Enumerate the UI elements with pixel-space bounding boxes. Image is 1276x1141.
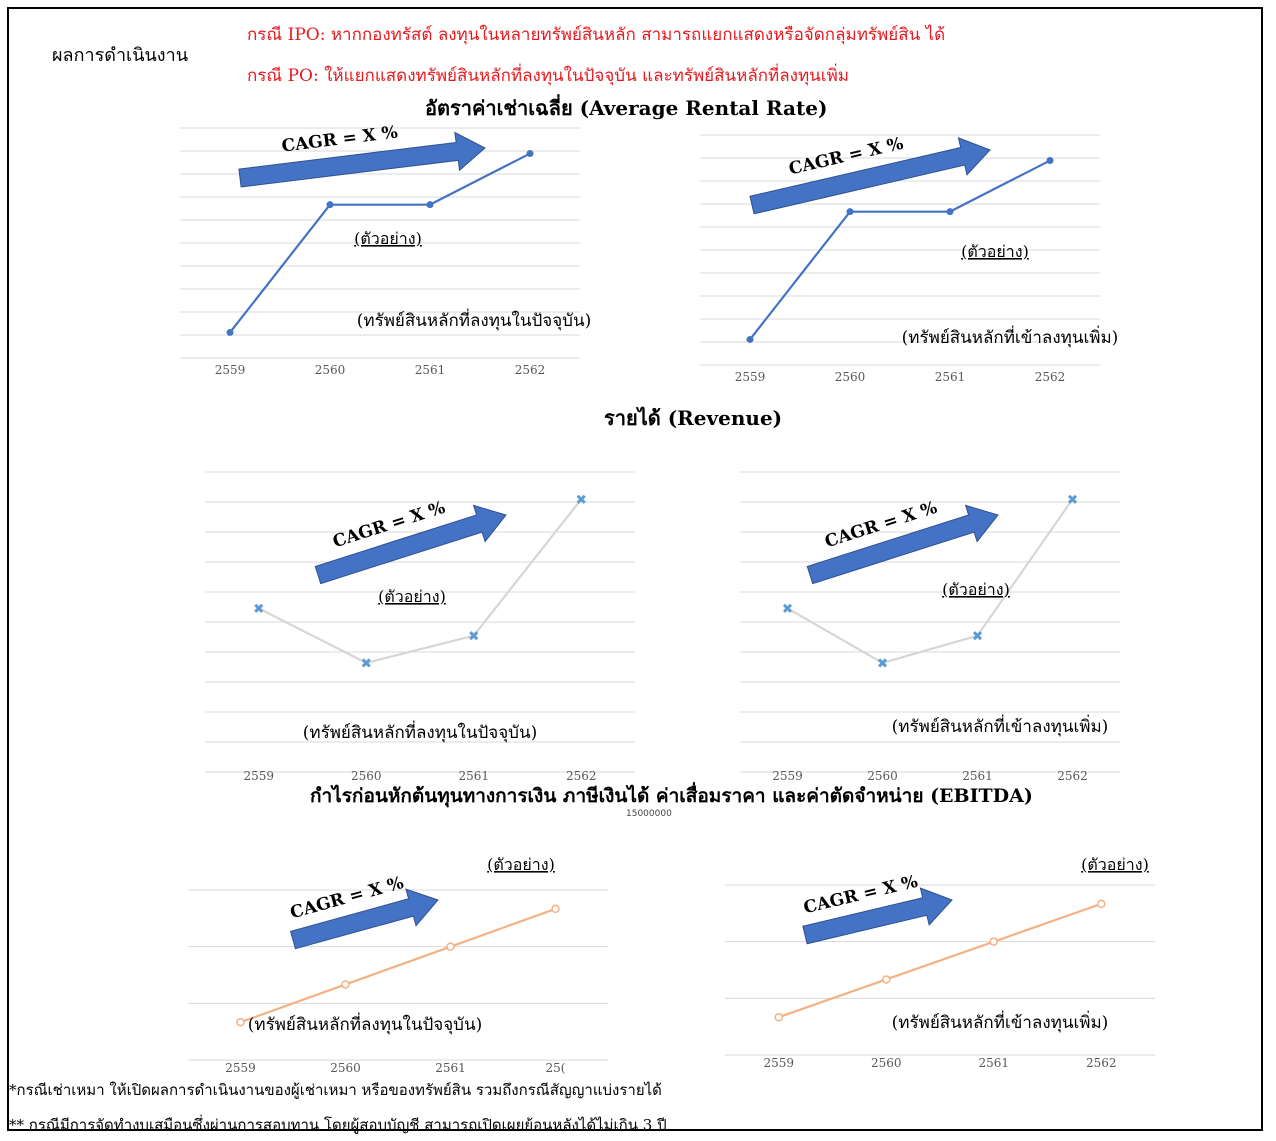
data-point — [576, 494, 586, 504]
x-tick-label: 2560 — [871, 1056, 902, 1070]
note-po: กรณี PO: ให้แยกแสดงทรัพย์สินหลักที่ลงทุน… — [247, 66, 850, 86]
data-point — [361, 658, 371, 668]
cagr-arrow-shape — [802, 887, 953, 945]
series-line — [240, 907, 556, 1024]
page-frame — [7, 7, 1263, 1131]
data-point — [326, 201, 334, 209]
data-point — [446, 942, 455, 951]
series-line — [258, 498, 583, 665]
chart-caption: (ทรัพย์สินหลักที่เข้าลงทุนเพิ่ม) — [892, 1010, 1109, 1033]
x-tick-label: 2562 — [1057, 769, 1088, 783]
cagr-arrow-shape — [749, 136, 991, 215]
chart-revenue-added: 2559 2560 2561 2562 CAGR = X %(ตัวอย่าง) (ทรั… — [740, 471, 1120, 783]
x-tick-label: 2559 — [763, 1056, 794, 1070]
data-point — [1046, 157, 1054, 165]
x-tick-label: 2562 — [515, 363, 546, 377]
x-tick-label: 2559 — [243, 769, 274, 783]
x-tick-label: 2560 — [315, 363, 346, 377]
data-point — [426, 201, 434, 209]
cagr-arrow: CAGR = X % — [238, 123, 486, 188]
chart-ebitda-current: 2559 2560 2561 25( CAGR = X % (ตัวอย่าง) (ทรัพ… — [188, 855, 608, 1075]
page-heading: ผลการดำเนินงาน — [52, 45, 189, 66]
example-label: (ตัวอย่าง) — [487, 855, 555, 874]
example-label: (ตัวอย่าง) — [378, 587, 446, 606]
data-point — [526, 150, 534, 158]
cagr-arrow: CAGR = X % — [802, 872, 953, 945]
data-point — [226, 328, 234, 336]
cagr-arrow-shape — [289, 888, 439, 950]
cagr-arrow-shape — [314, 504, 507, 585]
data-point — [1097, 899, 1106, 909]
data-point — [254, 603, 264, 613]
chart-caption: (ทรัพย์สินหลักที่เข้าลงทุนเพิ่ม) — [902, 325, 1119, 348]
x-tick-label: 2561 — [962, 769, 993, 783]
cagr-arrow: CAGR = X % — [314, 498, 507, 585]
series-line — [749, 159, 1051, 341]
x-tick-label: 2560 — [867, 769, 898, 783]
x-tick-label: 2559 — [772, 769, 803, 783]
data-point — [972, 631, 983, 641]
x-tick-label: 2562 — [566, 769, 597, 783]
x-tick-label: 2562 — [1035, 370, 1066, 384]
data-point — [774, 1012, 783, 1022]
series-line — [786, 498, 1074, 665]
data-point — [882, 975, 891, 984]
x-tick-label: 2562 — [1086, 1056, 1117, 1070]
section-title-ebitda: กำไรก่อนหักต้นทุนทางการเงิน ภาษีเงินได้ … — [310, 785, 1033, 807]
data-point — [746, 335, 754, 343]
x-tick-label: 2560 — [351, 769, 382, 783]
chart-rental-current: 2559 2560 2561 2562 CAGR = X % (ตัวอย่าง) (ทรั… — [180, 123, 591, 377]
x-tick-label: 2559 — [225, 1061, 256, 1075]
footnote-proforma: ** กรณีมีการจัดทำงบเสมือนซึ่งผ่านการสอบท… — [9, 1116, 667, 1134]
note-ipo: กรณี IPO: หากกองทรัสต์ ลงทุนในหลายทรัพย์… — [247, 25, 946, 45]
cagr-arrow: CAGR = X % — [288, 873, 439, 950]
cagr-arrow-shape — [238, 131, 486, 188]
chart-caption: (ทรัพย์สินหลักที่ลงทุนในปัจจุบัน) — [248, 1012, 482, 1035]
stray-axis-label: 15000000 — [626, 809, 672, 819]
footnote-lease: *กรณีเช่าเหมา ให้เปิดผลการดำเนินงานของผู… — [9, 1081, 662, 1099]
data-point — [946, 208, 954, 216]
section-title-rental: อัตราค่าเช่าเฉลี่ย (Average Rental Rate) — [425, 96, 828, 120]
chart-ebitda-added: 2559 2560 2561 2562 CAGR = X % (ตัวอย่าง) (ทรั… — [725, 855, 1155, 1070]
data-point — [551, 904, 560, 914]
example-label: (ตัวอย่าง) — [354, 229, 422, 248]
chart-revenue-current: 2559 2560 2561 2562 CAGR = X % (ตัวอย่าง) (ทรั… — [205, 471, 635, 783]
section-title-revenue: รายได้ (Revenue) — [604, 406, 783, 430]
series-line — [778, 902, 1102, 1019]
example-label: (ตัวอย่าง) — [1081, 855, 1149, 874]
x-tick-label: 2561 — [978, 1056, 1009, 1070]
data-point — [989, 937, 998, 946]
x-tick-label: 2560 — [835, 370, 866, 384]
data-point — [341, 980, 350, 989]
x-tick-label: 2560 — [330, 1061, 361, 1075]
data-point — [782, 603, 793, 613]
cagr-arrow: CAGR = X % — [806, 498, 999, 585]
example-label: (ตัวอย่าง) — [942, 580, 1010, 599]
x-tick-label: 25( — [546, 1061, 566, 1075]
data-point — [1067, 494, 1078, 504]
x-tick-label: 2559 — [735, 370, 766, 384]
x-tick-label: 2561 — [435, 1061, 466, 1075]
data-point — [469, 631, 479, 641]
cagr-arrow-shape — [806, 504, 999, 585]
data-point — [846, 208, 854, 216]
data-point — [877, 658, 888, 668]
example-label: (ตัวอย่าง) — [961, 242, 1029, 261]
data-point — [236, 1017, 245, 1027]
x-tick-label: 2561 — [935, 370, 966, 384]
chart-caption: (ทรัพย์สินหลักที่ลงทุนในปัจจุบัน) — [303, 720, 537, 743]
x-tick-label: 2561 — [415, 363, 446, 377]
chart-caption: (ทรัพย์สินหลักที่เข้าลงทุนเพิ่ม) — [892, 714, 1109, 737]
x-tick-label: 2559 — [215, 363, 246, 377]
chart-caption: (ทรัพย์สินหลักที่ลงทุนในปัจจุบัน) — [357, 308, 591, 331]
x-tick-label: 2561 — [458, 769, 489, 783]
series-line — [229, 152, 531, 334]
